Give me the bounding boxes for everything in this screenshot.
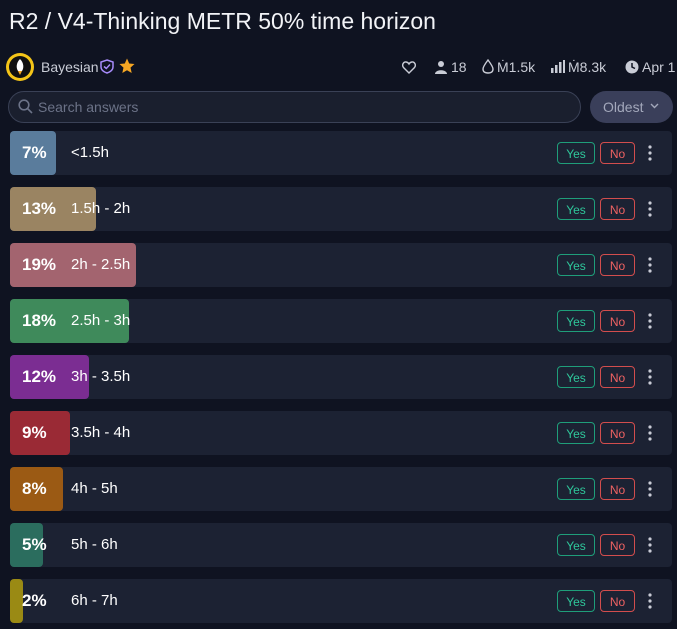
- answer-text: 5h - 6h: [71, 536, 118, 553]
- answer-row[interactable]: [10, 355, 672, 399]
- yes-button[interactable]: Yes: [557, 590, 595, 612]
- like-icon[interactable]: [402, 61, 416, 74]
- close-date: Apr 1: [642, 59, 676, 75]
- dots-icon: [648, 369, 652, 385]
- no-button[interactable]: No: [600, 422, 635, 444]
- no-button[interactable]: No: [600, 142, 635, 164]
- title: R2 / V4-Thinking METR 50% time horizon: [9, 8, 436, 34]
- yes-button[interactable]: Yes: [557, 422, 595, 444]
- probability-label: 8%: [22, 479, 47, 498]
- no-button[interactable]: No: [600, 366, 635, 388]
- liquidity: Ṁ8.3k: [568, 59, 607, 75]
- more-menu[interactable]: [647, 313, 653, 334]
- probability-label: 2%: [22, 591, 47, 610]
- verified-icon: [100, 59, 114, 74]
- probability-bar: [10, 523, 44, 567]
- answer-text: 6h - 7h: [71, 592, 118, 609]
- dots-icon: [648, 145, 652, 161]
- more-menu[interactable]: [647, 145, 653, 166]
- no-button[interactable]: No: [600, 590, 635, 612]
- probability-bar: [10, 579, 24, 623]
- more-menu[interactable]: [647, 537, 653, 558]
- probability-label: 9%: [22, 423, 47, 442]
- probability-bar: [10, 467, 63, 511]
- more-menu[interactable]: [647, 593, 653, 614]
- no-button[interactable]: No: [600, 198, 635, 220]
- no-button[interactable]: No: [600, 310, 635, 332]
- search-placeholder: Search answers: [38, 99, 139, 115]
- yes-button[interactable]: Yes: [557, 198, 595, 220]
- yes-button[interactable]: Yes: [557, 366, 595, 388]
- answer-text: 3h - 3.5h: [71, 368, 131, 385]
- probability-label: 5%: [22, 535, 47, 554]
- no-button[interactable]: No: [600, 478, 635, 500]
- sort-button[interactable]: [590, 91, 673, 123]
- probability-label: 18%: [22, 311, 57, 330]
- probability-bar: [10, 243, 136, 287]
- probability-label: 12%: [22, 367, 57, 386]
- sort-label: Oldest: [603, 99, 644, 115]
- answer-row[interactable]: [10, 467, 672, 511]
- probability-label: 19%: [22, 255, 57, 274]
- answer-text: 4h - 5h: [71, 480, 118, 497]
- answer-row[interactable]: [10, 411, 672, 455]
- answer-row[interactable]: [10, 131, 672, 175]
- dots-icon: [648, 201, 652, 217]
- rocket-icon: [16, 59, 24, 75]
- probability-label: 13%: [22, 199, 57, 218]
- probability-bar: [10, 187, 97, 231]
- probability-bar: [10, 411, 70, 455]
- probability-bar: [10, 131, 57, 175]
- answer-text: 2.5h - 3h: [71, 312, 131, 329]
- answer-row[interactable]: [10, 187, 672, 231]
- answer-text: <1.5h: [71, 144, 109, 161]
- no-button[interactable]: No: [600, 534, 635, 556]
- answer-text: 3.5h - 4h: [71, 424, 131, 441]
- search-input[interactable]: [8, 91, 581, 123]
- creator-name[interactable]: Bayesian: [41, 59, 99, 75]
- search-icon: [18, 99, 33, 114]
- dots-icon: [648, 313, 652, 329]
- yes-button[interactable]: Yes: [557, 478, 595, 500]
- answer-text: 2h - 2.5h: [71, 256, 131, 273]
- volume-icon: [551, 60, 565, 73]
- yes-button[interactable]: Yes: [557, 254, 595, 276]
- clock-icon: [625, 60, 639, 74]
- more-menu[interactable]: [647, 369, 653, 390]
- answer-text: 1.5h - 2h: [71, 200, 131, 217]
- traders-count: 18: [451, 59, 467, 75]
- more-menu[interactable]: [647, 481, 653, 502]
- more-menu[interactable]: [647, 201, 653, 222]
- traders-icon: [435, 61, 447, 74]
- more-menu[interactable]: [647, 425, 653, 446]
- yes-button[interactable]: Yes: [557, 142, 595, 164]
- more-menu[interactable]: [647, 257, 653, 278]
- no-button[interactable]: No: [600, 254, 635, 276]
- volume: Ṁ1.5k: [497, 59, 536, 75]
- dots-icon: [648, 593, 652, 609]
- chevron-icon: [650, 103, 659, 109]
- answer-row[interactable]: [10, 523, 672, 567]
- probability-bar: [10, 355, 90, 399]
- dots-icon: [648, 425, 652, 441]
- probability-label: 7%: [22, 143, 47, 162]
- star-icon: [119, 58, 135, 73]
- liquidity-icon: [482, 59, 494, 74]
- answer-row[interactable]: [10, 579, 672, 623]
- yes-button[interactable]: Yes: [557, 310, 595, 332]
- yes-button[interactable]: Yes: [557, 534, 595, 556]
- dots-icon: [648, 537, 652, 553]
- probability-bar: [10, 299, 130, 343]
- dots-icon: [648, 257, 652, 273]
- dots-icon: [648, 481, 652, 497]
